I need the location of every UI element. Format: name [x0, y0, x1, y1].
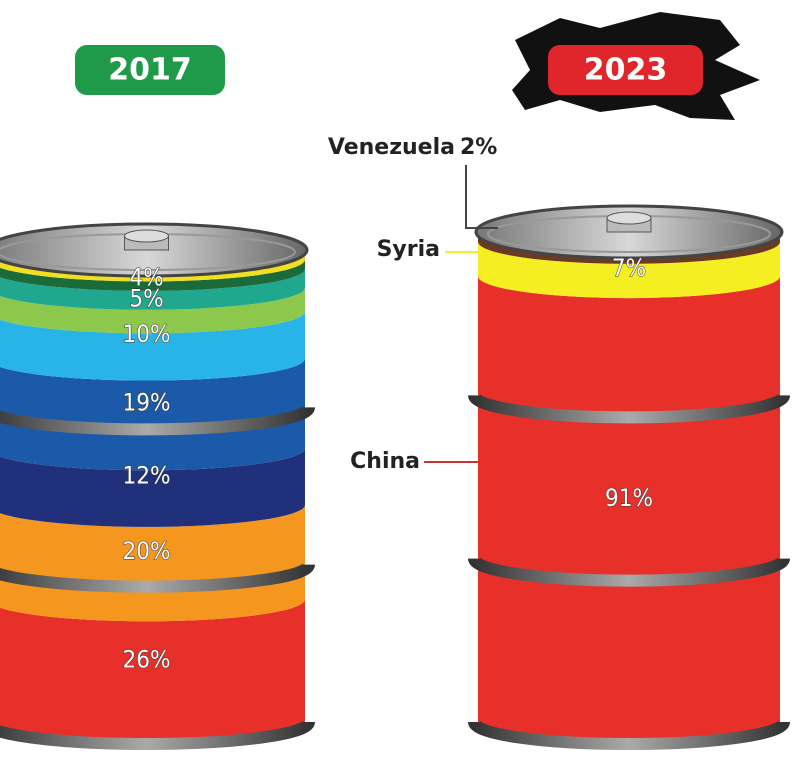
barrel-cap-top: [124, 229, 169, 243]
barrel-segment: [0, 599, 305, 744]
callout-name: Syria: [377, 237, 440, 262]
barrel-segment: [0, 259, 305, 291]
segment-label: 91%: [605, 484, 653, 512]
segment-label: 20%: [123, 537, 171, 565]
barrel-rim: [0, 405, 315, 436]
chart-title: 2023: [584, 53, 668, 88]
barrel-rim: [0, 562, 315, 593]
segment-label: 10%: [123, 320, 171, 348]
segment-label: 5%: [129, 285, 163, 313]
barrels: 2017 26% 20% 12% 19% 10% 5%4% 2023 91% 7% China Syr…: [0, 45, 790, 750]
barrel-rim: [468, 393, 790, 424]
barrel-rim: [0, 719, 315, 750]
barrel-rim: [468, 556, 790, 587]
barrel-segment: [0, 311, 305, 381]
chart-title: 2017: [108, 53, 192, 88]
callout-name: Venezuela: [328, 135, 455, 160]
barrel-segment: [0, 448, 305, 527]
barrel-segment: [478, 276, 780, 744]
callout-value: 2%: [460, 135, 497, 160]
segment-label: 4%: [129, 263, 163, 291]
segment-label: 7%: [612, 254, 646, 282]
barrel-segment: [0, 287, 305, 334]
barrel-segment: [0, 358, 305, 471]
segment-label: 19%: [123, 388, 171, 416]
barrel-cap-top: [606, 211, 652, 225]
barrel-segment: [0, 504, 305, 622]
barrel-rim: [468, 719, 790, 750]
barrel-segment: [478, 241, 780, 299]
segment-label: 12%: [123, 462, 171, 490]
callout-name: China: [350, 449, 420, 474]
barrel-segment: [0, 268, 305, 310]
title-pill: [548, 45, 703, 95]
title-pill: [75, 45, 225, 95]
segment-label: 26%: [123, 646, 171, 674]
callout-line: [465, 165, 498, 229]
